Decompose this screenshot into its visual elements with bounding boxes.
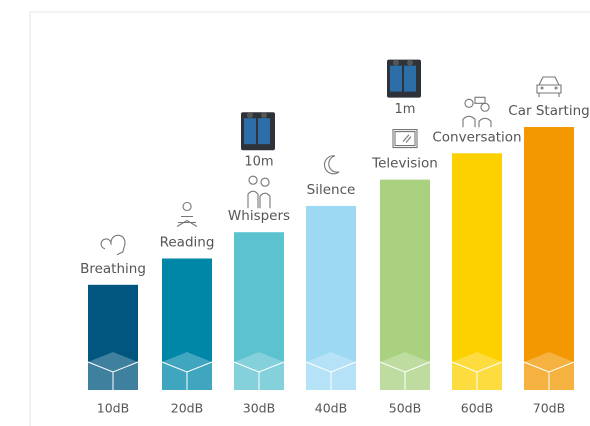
bar-base [162, 352, 212, 390]
icon [462, 96, 492, 128]
bar-base [306, 352, 356, 390]
bar-label: Reading [160, 235, 215, 251]
bar [380, 179, 430, 390]
equipment-icon [387, 59, 421, 98]
icon [247, 175, 271, 209]
icon [392, 129, 418, 149]
x-tick-label: 30dB [243, 401, 275, 416]
x-tick-label: 10dB [97, 401, 129, 416]
bar-label: Whispers [228, 208, 290, 224]
bar [452, 153, 502, 390]
x-tick-label: 20dB [171, 401, 203, 416]
bar-label: Breathing [80, 261, 146, 277]
bar [524, 127, 574, 390]
equipment-fan [393, 59, 399, 66]
bar-base [88, 352, 138, 390]
icon [536, 76, 562, 97]
bar-label: Car Starting [508, 103, 589, 119]
bar-label: Television [371, 156, 438, 172]
equipment-icon [241, 112, 275, 151]
equipment-panel [390, 65, 402, 92]
x-tick-label: 50dB [389, 401, 421, 416]
equipment-fan [407, 59, 413, 66]
bar-label: Silence [307, 182, 356, 198]
bar-base [524, 352, 574, 390]
x-tick-label: 40dB [315, 401, 347, 416]
x-tick-label: 70dB [533, 401, 565, 416]
bar-label: Conversation [432, 129, 521, 145]
annotation: 10m [244, 155, 273, 170]
equipment-panel [258, 118, 270, 145]
annotation: 1m [395, 102, 416, 117]
equipment-panel [404, 65, 416, 92]
bar [234, 232, 284, 390]
icon [324, 155, 340, 175]
equipment-fan [261, 112, 267, 119]
bar [162, 258, 212, 390]
bar-base [380, 352, 430, 390]
equipment-fan [247, 112, 253, 119]
plot: 10dB Breathing 20dB Reading 30dB Whispers 40dB… [80, 59, 590, 416]
bar-base [452, 352, 502, 390]
icon [176, 201, 198, 227]
bar-base [234, 352, 284, 390]
icon [100, 234, 126, 256]
bar [306, 205, 356, 390]
x-tick-label: 60dB [461, 401, 493, 416]
equipment-panel [244, 118, 256, 145]
